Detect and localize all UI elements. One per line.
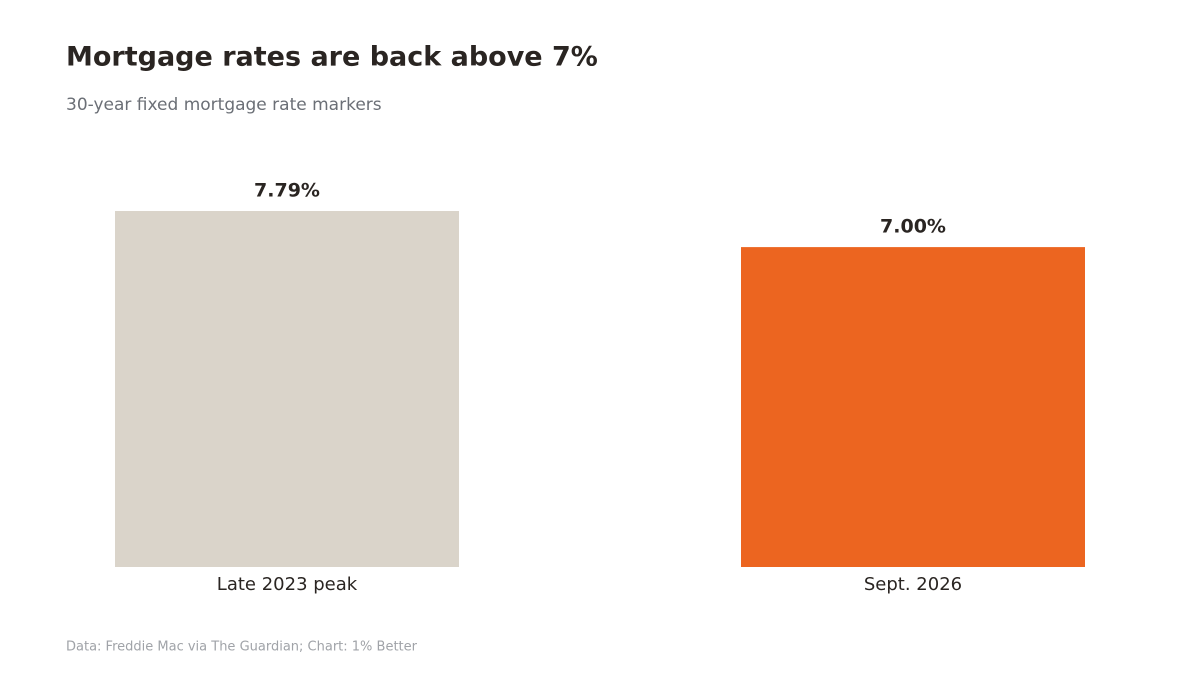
- source-note: Data: Freddie Mac via The Guardian; Char…: [66, 640, 418, 655]
- value-label: 7.00%: [880, 216, 946, 238]
- x-tick-label: Sept. 2026: [864, 574, 962, 595]
- bar: [115, 211, 459, 567]
- bar: [741, 247, 1085, 567]
- chart-title: Mortgage rates are back above 7%: [66, 42, 598, 73]
- chart-subtitle: 30-year fixed mortgage rate markers: [66, 95, 382, 115]
- x-tick-label: Late 2023 peak: [217, 574, 358, 595]
- value-label: 7.79%: [254, 180, 320, 202]
